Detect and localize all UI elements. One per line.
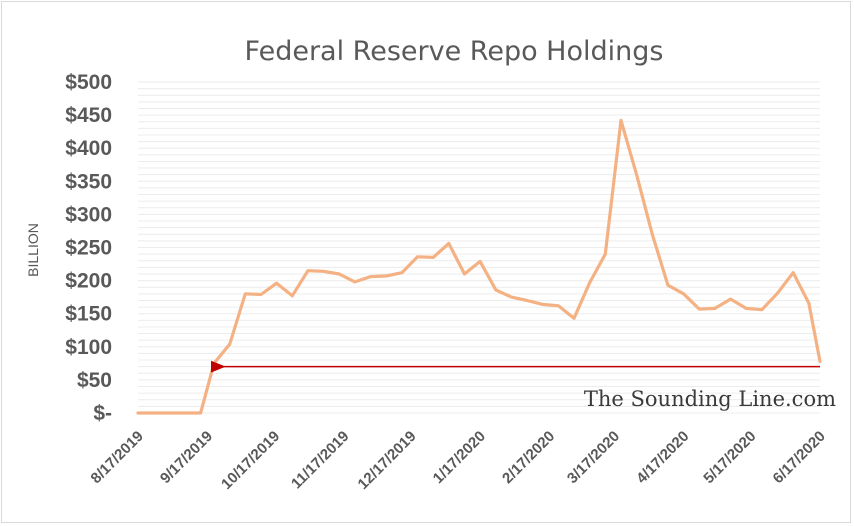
data-point [619,118,623,122]
data-point [729,297,732,301]
data-point [572,316,576,320]
x-tick-label: 11/17/2019 [288,428,353,493]
data-point [818,359,822,363]
data-point [556,304,560,308]
x-tick-label: 6/17/2020 [770,428,829,487]
data-point [306,269,310,273]
y-tick-label: $150 [65,303,112,326]
data-point [807,301,811,305]
data-point [167,411,171,415]
data-point [199,411,203,415]
series-line [136,118,822,415]
y-tick-label: $200 [65,270,112,293]
x-tick-label: 1/17/2020 [430,428,489,487]
data-point [463,272,466,276]
y-tick-label: $350 [65,170,112,193]
data-point [588,281,592,284]
gridlines [138,81,820,414]
data-point [400,271,404,275]
data-point [635,173,639,177]
data-point [152,411,156,415]
x-tick-label: 5/17/2020 [700,428,759,487]
data-point [136,411,140,415]
data-point [431,256,435,259]
data-point [384,274,388,278]
data-point [713,307,717,310]
y-tick-label: $100 [65,336,112,359]
data-point [243,292,247,296]
data-point [744,307,748,310]
x-axis-ticks: 8/17/2019 9/17/2019 10/17/2019 11/17/2019 12… [88,428,829,493]
data-point [760,308,764,312]
x-tick-label: 12/17/2019 [355,428,420,493]
y-tick-label: $450 [65,104,112,127]
x-tick-label: 4/17/2020 [633,428,692,487]
x-tick-label: 2/17/2020 [499,428,558,487]
data-point [525,299,529,302]
data-point [228,342,232,346]
data-point [337,272,341,276]
chart-title: Federal Reserve Repo Holdings [245,36,664,67]
data-point [541,303,545,306]
y-tick-label: $300 [65,203,112,226]
y-tick-label: $400 [65,137,112,160]
data-point [697,307,701,311]
x-tick-label: 10/17/2019 [218,428,283,493]
data-point [353,280,357,284]
data-point [290,294,294,298]
x-tick-label: 3/17/2020 [564,428,623,487]
y-tick-label: $- [93,402,112,425]
data-point [510,295,513,299]
data-point [322,269,325,273]
data-point [791,271,795,275]
data-point [416,255,419,259]
y-tick-label: $50 [77,369,112,392]
data-point [478,260,482,263]
y-axis-ticks: $- $50 $100 $150 $200 $250 $300 $350 $400 $450 $50… [65,71,112,425]
data-point [212,361,216,365]
data-point [447,242,451,245]
data-point [776,291,779,295]
data-point [259,293,263,296]
data-point [650,232,654,236]
y-tick-label: $250 [65,237,112,260]
data-point [369,275,372,279]
x-tick-label: 9/17/2019 [157,428,216,487]
series-layer [136,118,822,415]
data-point [183,411,187,415]
data-point [682,292,685,296]
x-tick-label: 8/17/2019 [88,428,147,487]
data-point [603,252,607,256]
data-point [666,283,670,287]
watermark-text: The Sounding Line.com [584,387,836,411]
y-axis-label: BILLION [25,223,41,277]
data-point [275,281,279,285]
data-point [494,288,498,292]
y-tick-label: $500 [65,71,112,94]
